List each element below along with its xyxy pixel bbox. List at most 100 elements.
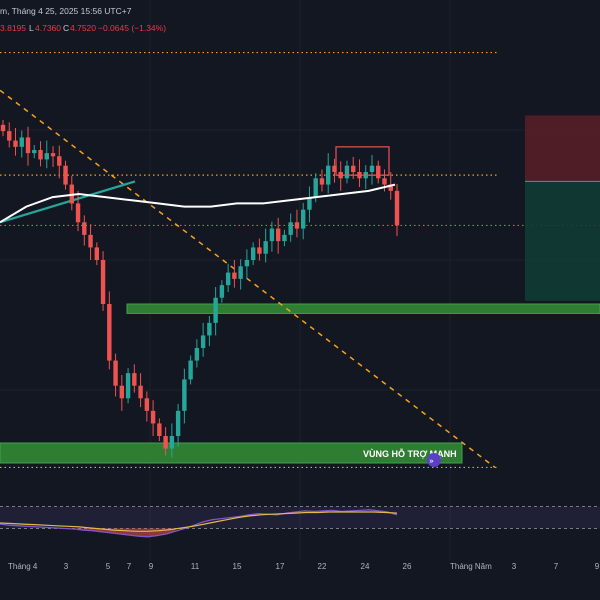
- candle-body-36[interactable]: [225, 272, 231, 286]
- candle-body-17[interactable]: [107, 304, 112, 361]
- candle-body-34[interactable]: [213, 297, 218, 323]
- candle-body-48[interactable]: [300, 209, 306, 229]
- range-box[interactable]: [335, 146, 390, 176]
- take-profit-box[interactable]: [525, 181, 600, 301]
- candle-body-52[interactable]: [326, 165, 331, 185]
- candle-body-7[interactable]: [44, 153, 49, 160]
- x-tick-label-8: 22: [318, 562, 327, 571]
- candle-body-30[interactable]: [188, 360, 193, 380]
- candle-body-26[interactable]: [163, 436, 168, 449]
- candle-body-38[interactable]: [238, 266, 243, 279]
- rsi-band: [0, 506, 600, 529]
- candle-body-33[interactable]: [207, 322, 212, 336]
- candle-body-10[interactable]: [63, 165, 68, 185]
- header-close-label: C: [63, 23, 69, 33]
- candle-body-35[interactable]: [219, 285, 225, 298]
- candle-body-47[interactable]: [294, 222, 300, 229]
- candle-body-0[interactable]: [0, 124, 6, 132]
- candle-body-8[interactable]: [50, 153, 56, 157]
- candle-body-59[interactable]: [369, 165, 375, 172]
- x-tick-label-6: 15: [233, 562, 242, 571]
- candle-body-62[interactable]: [388, 184, 393, 191]
- header-open: 3.8195: [0, 23, 26, 33]
- candle-body-3[interactable]: [19, 137, 24, 147]
- rising-line[interactable]: [0, 180, 136, 224]
- candle-body-31[interactable]: [194, 348, 200, 361]
- candle-body-50[interactable]: [313, 178, 318, 198]
- header-low: 4.7360: [35, 23, 61, 33]
- candle-body-53[interactable]: [332, 165, 337, 172]
- candle-body-29[interactable]: [182, 379, 187, 411]
- moving-average-line[interactable]: [0, 183, 396, 224]
- candle-body-28[interactable]: [175, 410, 181, 436]
- candle-body-63[interactable]: [394, 190, 400, 226]
- header-date: m, Tháng 4 25, 2025 15:56 UTC+7: [0, 6, 132, 16]
- candle-body-45[interactable]: [282, 234, 287, 242]
- x-tick-label-14: 9: [595, 562, 600, 571]
- candle-body-16[interactable]: [100, 260, 106, 304]
- candle-body-20[interactable]: [125, 373, 131, 399]
- candle-body-40[interactable]: [250, 247, 256, 260]
- candle-body-27[interactable]: [169, 436, 175, 449]
- header-close: 4.7520: [70, 23, 96, 33]
- candle-body-44[interactable]: [275, 228, 281, 242]
- candle-body-55[interactable]: [344, 165, 350, 179]
- replay-icon[interactable]: [427, 453, 441, 467]
- x-tick-label-2: 5: [106, 562, 111, 571]
- replay-arrow-icon: »: [429, 457, 434, 466]
- candle-body-49[interactable]: [307, 197, 312, 210]
- support-zone: [126, 303, 600, 314]
- x-tick-label-9: 24: [361, 562, 370, 571]
- x-tick-label-0: Tháng 4: [8, 562, 38, 571]
- rsi-oversold-fill: [73, 528, 176, 537]
- candle-body-2[interactable]: [13, 140, 18, 147]
- x-tick-label-4: 9: [149, 562, 154, 571]
- x-tick-label-10: 26: [403, 562, 412, 571]
- x-tick-label-7: 17: [276, 562, 285, 571]
- strong-support-zone: [0, 442, 463, 464]
- strong-support-label: VÙNG HỖ TRỢ MẠNH: [363, 448, 457, 459]
- stop-loss-box[interactable]: [525, 115, 600, 182]
- candle-body-42[interactable]: [263, 241, 268, 254]
- candle-body-46[interactable]: [288, 222, 293, 235]
- candle-body-43[interactable]: [269, 228, 275, 242]
- candle-body-25[interactable]: [157, 423, 162, 436]
- candle-body-6[interactable]: [38, 150, 43, 160]
- candle-body-15[interactable]: [94, 247, 100, 260]
- x-tick-label-5: 11: [191, 562, 200, 571]
- candle-body-56[interactable]: [351, 165, 356, 172]
- candle-body-12[interactable]: [75, 203, 81, 223]
- candle-body-4[interactable]: [25, 137, 31, 154]
- candle-body-61[interactable]: [382, 178, 387, 185]
- candle-body-23[interactable]: [144, 398, 150, 411]
- candle-body-5[interactable]: [32, 150, 37, 154]
- candle-body-51[interactable]: [319, 178, 325, 185]
- candle-body-37[interactable]: [232, 272, 237, 279]
- rsi-signal-line: [0, 511, 398, 532]
- header-change: −0.0645 (−1.34%): [98, 23, 166, 33]
- candle-body-19[interactable]: [119, 385, 125, 399]
- rsi-line[interactable]: [0, 509, 398, 538]
- descending-trendline[interactable]: [0, 89, 496, 469]
- candle-body-41[interactable]: [257, 247, 262, 254]
- candle-body-9[interactable]: [57, 156, 62, 166]
- chart-grid: [0, 0, 600, 560]
- candle-body-14[interactable]: [88, 234, 93, 248]
- x-tick-label-3: 7: [127, 562, 132, 571]
- x-tick-label-1: 3: [64, 562, 69, 571]
- x-tick-label-11: Tháng Năm: [450, 562, 492, 571]
- x-tick-label-13: 7: [554, 562, 559, 571]
- candle-body-24[interactable]: [150, 410, 156, 424]
- header-low-label: L: [29, 23, 34, 33]
- x-tick-label-12: 3: [512, 562, 517, 571]
- candle-body-18[interactable]: [113, 360, 118, 386]
- candle-body-1[interactable]: [7, 131, 12, 141]
- candle-body-21[interactable]: [132, 373, 137, 386]
- candle-body-13[interactable]: [82, 222, 87, 235]
- candles: [0, 119, 400, 458]
- candle-body-39[interactable]: [244, 260, 250, 267]
- candle-body-22[interactable]: [138, 385, 143, 399]
- candle-body-32[interactable]: [200, 335, 206, 348]
- candle-body-60[interactable]: [376, 165, 381, 179]
